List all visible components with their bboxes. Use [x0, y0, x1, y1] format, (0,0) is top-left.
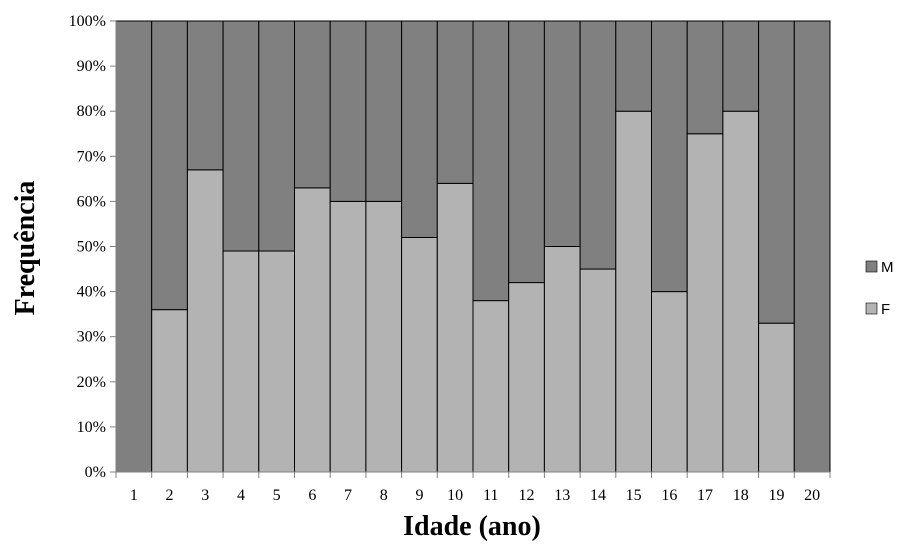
y-tick-label: 100% — [69, 13, 106, 30]
legend: MF — [865, 259, 894, 318]
x-tick-label: 3 — [201, 487, 209, 504]
bar-m-16 — [651, 20, 688, 293]
x-tick-label: 18 — [733, 487, 749, 504]
y-tick-label: 10% — [77, 419, 106, 436]
legend-label-m: M — [881, 259, 894, 276]
x-tick-label: 13 — [554, 487, 570, 504]
bar-m-8 — [365, 20, 403, 202]
x-ticks: 1 2 3 4 5 6 7 8 9 10 11 12 13 14 15 16 17 18 19 20 — [115, 472, 831, 504]
x-tick-label: 16 — [661, 487, 677, 504]
x-tick-label: 17 — [697, 487, 713, 504]
y-tick-label: 90% — [77, 58, 106, 75]
bar-f-15 — [615, 110, 652, 473]
y-tick-label: 80% — [77, 103, 106, 120]
x-tick-label: 7 — [344, 487, 352, 504]
bar-m-14 — [579, 20, 617, 270]
y-tick-label: 20% — [77, 374, 106, 391]
bar-m-7 — [329, 20, 367, 202]
bars-layer — [115, 20, 831, 473]
y-ticks: 0% 10% 20% 30% 40% 50% 60% 70% 80% 90% 100% — [69, 13, 116, 481]
x-tick-label: 1 — [130, 487, 138, 504]
y-tick-label: 50% — [77, 239, 106, 256]
y-tick-label: 0% — [85, 464, 106, 481]
x-tick-label: 4 — [237, 487, 245, 504]
bar-f-7 — [329, 200, 367, 473]
bar-f-14 — [579, 268, 617, 473]
bar-f-6 — [294, 187, 331, 473]
bar-m-4 — [222, 20, 260, 252]
bar-f-17 — [686, 133, 724, 473]
bar-f-18 — [722, 110, 760, 473]
bar-f-8 — [365, 200, 403, 473]
bar-f-12 — [508, 282, 545, 473]
x-tick-label: 8 — [380, 487, 388, 504]
legend-label-f: F — [881, 301, 890, 318]
bar-m-10 — [436, 20, 474, 184]
bar-m-12 — [508, 20, 545, 284]
legend-swatch-m — [865, 260, 878, 273]
y-tick-label: 70% — [77, 148, 106, 165]
x-tick-label: 15 — [626, 487, 642, 504]
x-tick-label: 5 — [273, 487, 281, 504]
bar-m-18 — [722, 20, 760, 112]
bar-f-2 — [151, 309, 188, 473]
x-tick-label: 6 — [308, 487, 316, 504]
bar-m-19 — [758, 20, 795, 324]
bar-m-17 — [686, 20, 724, 135]
y-tick-label: 40% — [77, 284, 106, 301]
x-tick-label: 2 — [166, 487, 174, 504]
x-tick-label: 11 — [483, 487, 498, 504]
bar-f-4 — [222, 250, 260, 473]
bar-m-6 — [294, 20, 331, 189]
bar-m-2 — [151, 20, 188, 311]
x-tick-label: 12 — [519, 487, 535, 504]
bar-m-11 — [472, 20, 510, 302]
bar-f-16 — [651, 291, 688, 473]
bar-f-9 — [401, 236, 438, 473]
bar-m-15 — [615, 20, 652, 112]
x-axis-title: Idade (ano) — [403, 511, 541, 542]
y-tick-label: 30% — [77, 329, 106, 346]
x-tick-label: 9 — [415, 487, 423, 504]
y-axis-title: Frequência — [10, 181, 41, 316]
bar-m-20 — [793, 20, 831, 473]
bar-f-5 — [258, 250, 295, 473]
bar-m-3 — [186, 20, 224, 171]
bar-f-3 — [186, 169, 224, 473]
bar-m-9 — [401, 20, 438, 238]
y-tick-label: 60% — [77, 193, 106, 210]
x-tick-label: 19 — [768, 487, 784, 504]
bar-f-10 — [436, 182, 474, 473]
bar-f-13 — [543, 246, 581, 473]
bar-f-19 — [758, 322, 795, 473]
bar-f-11 — [472, 300, 510, 473]
x-tick-label: 20 — [804, 487, 820, 504]
legend-swatch-f — [865, 302, 878, 315]
x-tick-label: 10 — [447, 487, 463, 504]
bar-m-1 — [115, 20, 153, 473]
bar-m-13 — [543, 20, 581, 247]
bar-m-5 — [258, 20, 295, 252]
x-tick-label: 14 — [590, 487, 606, 504]
